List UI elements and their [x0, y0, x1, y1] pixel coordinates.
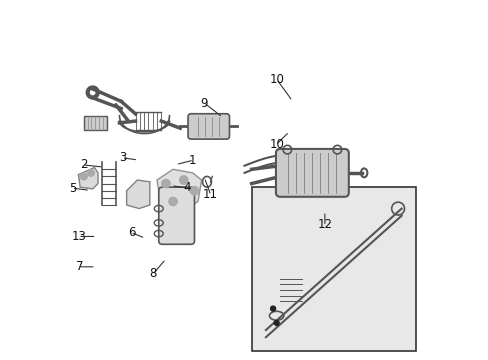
Circle shape — [162, 179, 170, 188]
Circle shape — [168, 197, 177, 206]
Text: 10: 10 — [269, 138, 284, 151]
Polygon shape — [78, 167, 98, 189]
Circle shape — [190, 186, 198, 195]
Polygon shape — [157, 169, 201, 208]
Circle shape — [80, 173, 87, 180]
Circle shape — [179, 176, 188, 184]
Circle shape — [87, 169, 94, 176]
Polygon shape — [126, 180, 149, 208]
Text: 8: 8 — [149, 267, 157, 280]
FancyBboxPatch shape — [275, 149, 348, 197]
Bar — [251, 187, 415, 351]
FancyBboxPatch shape — [159, 187, 194, 244]
Text: 13: 13 — [72, 230, 87, 243]
Text: 4: 4 — [183, 181, 191, 194]
Circle shape — [274, 320, 279, 325]
Bar — [83, 116, 107, 130]
Text: 10: 10 — [269, 73, 284, 86]
Circle shape — [270, 306, 275, 311]
Text: 3: 3 — [119, 151, 126, 165]
Text: 11: 11 — [203, 188, 218, 201]
FancyBboxPatch shape — [188, 114, 229, 139]
Text: 9: 9 — [201, 97, 208, 110]
Text: 1: 1 — [188, 154, 196, 167]
Text: 6: 6 — [128, 226, 136, 239]
Text: 5: 5 — [69, 182, 77, 195]
Text: 2: 2 — [80, 158, 87, 171]
Text: 7: 7 — [76, 260, 83, 273]
Text: 12: 12 — [317, 218, 332, 231]
